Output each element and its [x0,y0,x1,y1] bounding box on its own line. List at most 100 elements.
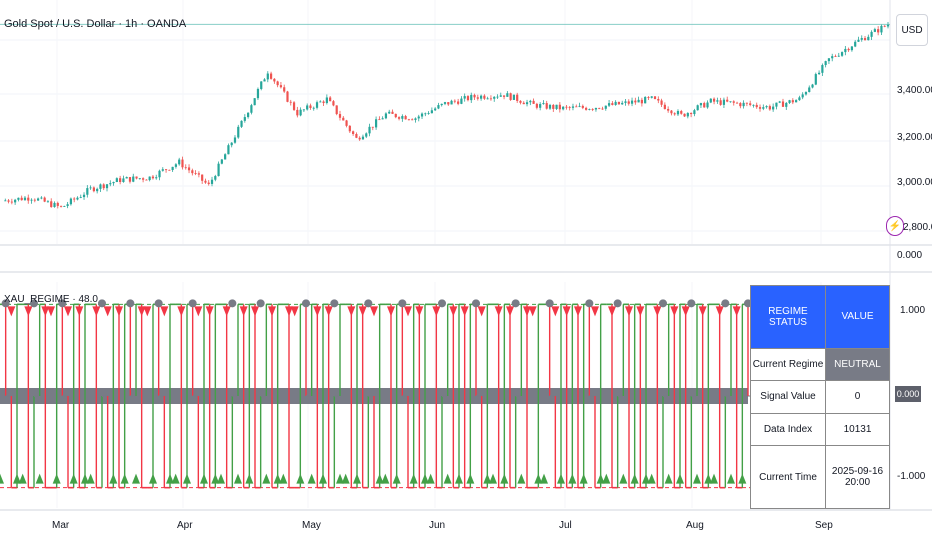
candle-body [128,177,132,182]
bull-signal-marker [353,473,361,484]
candle-body [233,137,237,143]
bear-signal-marker [636,306,645,317]
candle-body [453,100,456,102]
bear-signal-marker [551,306,560,317]
bull-signal-marker [466,473,475,484]
table-header-row: REGIME STATUS VALUE [750,285,890,349]
candle-body [171,166,174,171]
price-tick-label: 2,800.000 [903,222,932,233]
bear-signal-marker [205,306,214,317]
candle-body [552,104,555,109]
candle-body [401,116,404,119]
x-tick-label: Jul [559,520,572,531]
candle-body [680,111,683,114]
candle-body [854,41,857,47]
neutral-signal-marker [659,299,667,308]
bull-signal-marker [579,473,588,484]
candle-body [309,105,312,108]
candle-body [7,200,10,202]
candle-body [306,105,309,110]
candle-body [424,113,427,115]
candle-body [670,110,673,114]
candle-body [562,106,565,110]
candle-body [690,113,693,115]
candle-body [611,103,614,105]
bull-signal-marker [630,473,639,484]
candle-body [299,109,302,116]
candle-body [706,102,709,108]
header-value: VALUE [825,285,890,349]
bull-signal-marker [262,473,271,484]
bear-signal-marker [75,306,84,317]
candle-body [158,170,161,178]
candle-body [237,126,240,138]
price-tick-label: 0.000 [897,250,923,261]
candle-body [699,103,703,106]
bull-signal-marker [307,473,316,484]
candle-body [588,109,591,110]
candle-body [178,159,181,165]
candle-body [719,100,722,105]
candle-body [14,199,17,203]
candle-body [391,111,394,114]
candle-body [601,108,604,110]
candle-body [207,182,210,184]
symbol-title[interactable]: Gold Spot / U.S. Dollar · 1h · OANDA [4,18,187,30]
candle-body [476,97,479,99]
candle-body [164,169,168,171]
candle-body [509,93,512,100]
bear-signal-marker [732,306,741,317]
candle-body [404,116,407,120]
candle-body [499,95,502,97]
candle-body [296,109,299,116]
candle-body [201,174,204,181]
candle-body [860,38,863,40]
candle-body [772,106,775,110]
candle-body [427,113,430,114]
candle-body [329,97,332,102]
candle-body [716,100,719,102]
candle-body [581,105,584,108]
bull-signal-marker [727,473,735,484]
bull-signal-marker [35,473,44,484]
candle-body [151,176,155,179]
bear-signal-marker [460,306,469,317]
indicator-title[interactable]: XAU_REGIME · 48.0 [4,294,98,305]
lightning-icon[interactable]: ⚡ [886,216,904,236]
bull-signal-marker [132,473,140,484]
candle-body [348,125,351,132]
bear-signal-marker [285,306,293,317]
candle-body [315,102,319,108]
candle-body [148,176,151,181]
candle-body [102,184,105,189]
bear-signal-marker [670,306,679,317]
bull-signal-marker [171,473,180,484]
candle-body [594,107,598,110]
bull-signal-marker [336,473,344,484]
candle-body [775,102,778,107]
candle-body [50,201,53,208]
candle-body [604,105,607,109]
candle-body [335,105,338,115]
candle-body [624,101,627,103]
candle-body [591,109,594,110]
bull-signal-marker [557,473,565,484]
bear-signal-marker [358,306,367,317]
table-row: Current Time 2025-09-16 20:00 [750,445,890,509]
candle-body [365,133,368,137]
bear-signal-marker [103,306,112,317]
candle-body [847,48,850,51]
candle-body [283,87,286,92]
candle-body [821,65,824,73]
candle-body [40,197,43,199]
bear-signal-marker [698,306,707,317]
candle-body [443,102,447,104]
candle-body [768,106,771,110]
currency-button[interactable]: USD [896,14,928,46]
candle-body [844,48,847,53]
candle-body [808,87,811,93]
price-tick-label: 3,000.000 [897,177,932,188]
candle-body [831,56,834,59]
